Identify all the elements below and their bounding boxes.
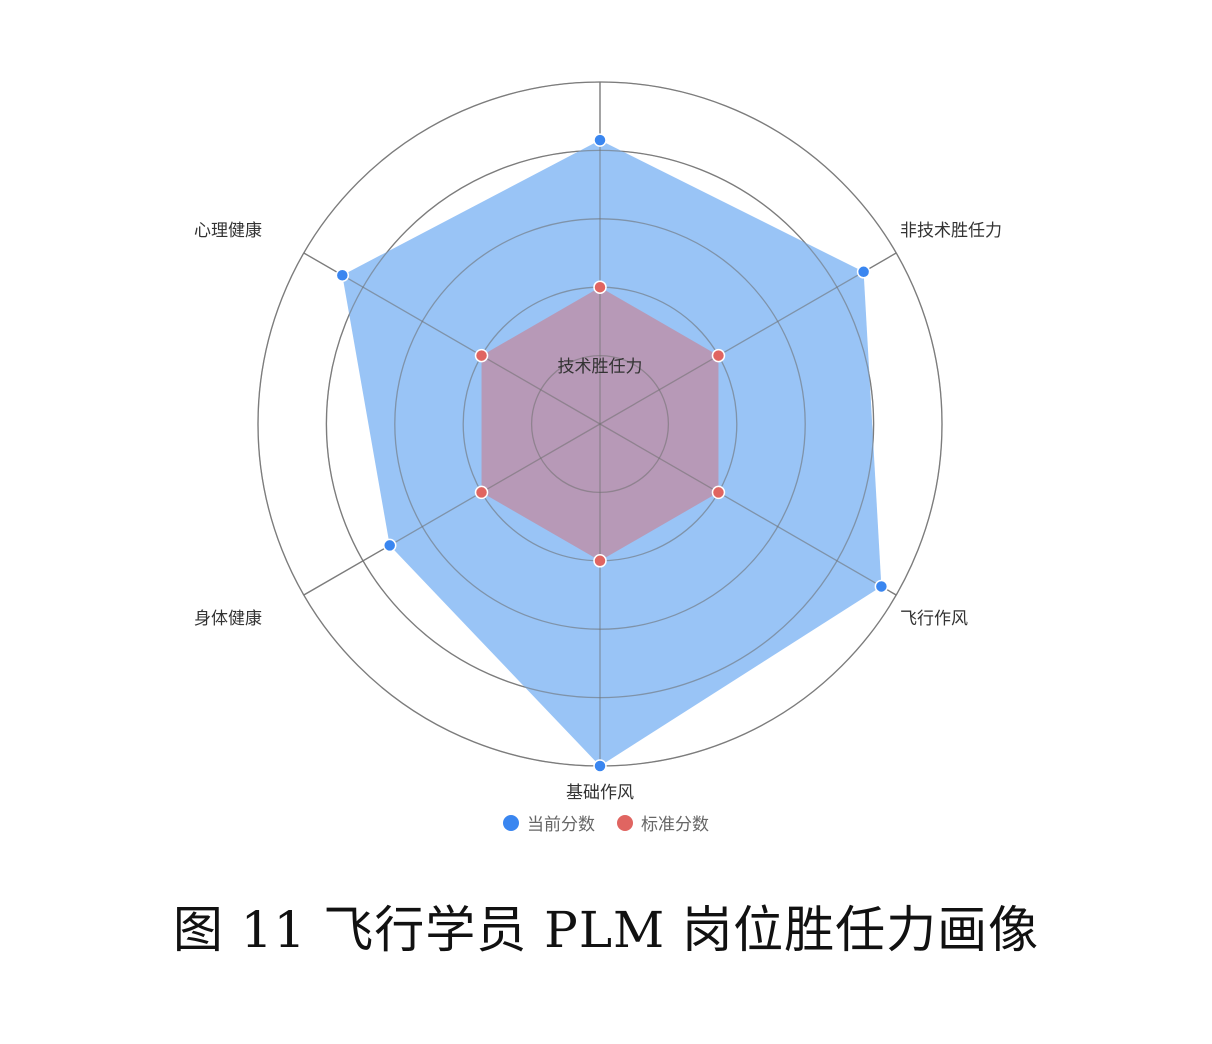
series-point-0[interactable]	[874, 579, 889, 594]
axis-label: 非技术胜任力	[900, 221, 1002, 241]
series-point-1[interactable]	[593, 554, 607, 568]
legend-item-current[interactable]: 当前分数	[503, 810, 595, 835]
axis-label: 技术胜任力	[558, 357, 643, 377]
figure-caption: 图 11 飞行学员 PLM 岗位胜任力画像	[172, 901, 1040, 959]
legend: 当前分数 标准分数	[0, 810, 1212, 835]
axis-label: 飞行作风	[900, 609, 968, 629]
legend-dot-current	[503, 814, 519, 831]
legend-item-standard[interactable]: 标准分数	[617, 810, 709, 835]
legend-dot-standard	[617, 814, 633, 831]
axis-line-overlay	[303, 423, 601, 596]
series-point-1[interactable]	[711, 485, 726, 500]
legend-label-standard: 标准分数	[641, 815, 709, 835]
legend-label-current: 当前分数	[527, 815, 595, 835]
series-point-1[interactable]	[593, 280, 607, 294]
series-point-0[interactable]	[593, 133, 607, 147]
axis-label: 基础作风	[566, 783, 634, 803]
series-point-0[interactable]	[856, 265, 871, 279]
series-point-1[interactable]	[474, 348, 489, 363]
series-point-0[interactable]	[335, 268, 350, 282]
axis-label: 心理健康	[194, 221, 262, 241]
series-point-0[interactable]	[593, 759, 607, 773]
series-point-1[interactable]	[711, 348, 726, 363]
series-point-0[interactable]	[382, 538, 397, 553]
axis-line-overlay	[599, 252, 897, 425]
radar-series	[342, 140, 882, 766]
axis-line-overlay	[303, 252, 601, 425]
series-point-1[interactable]	[474, 485, 489, 500]
axis-line-overlay	[599, 423, 897, 596]
axis-label: 身体健康	[194, 609, 262, 629]
